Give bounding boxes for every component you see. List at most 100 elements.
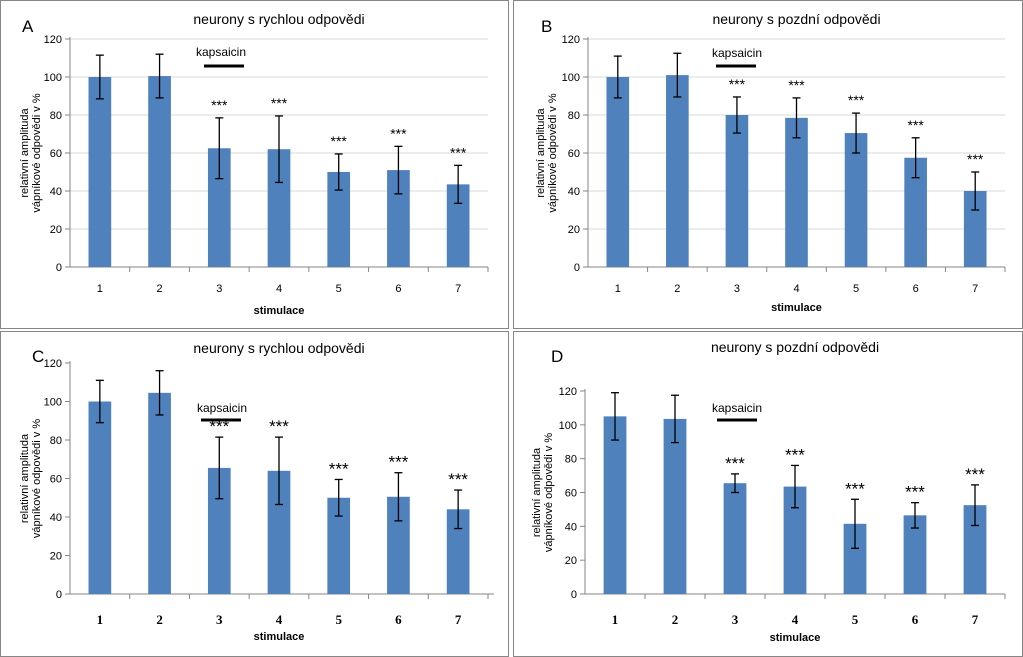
- bar-1: [606, 77, 630, 267]
- x-tick-label: 5: [336, 283, 342, 295]
- y-tick-label: 120: [562, 34, 580, 46]
- bar-5: [844, 133, 868, 267]
- x-tick-label: 2: [674, 283, 680, 295]
- x-tick-label: 7: [455, 283, 461, 295]
- x-tick-label: 1: [97, 283, 103, 295]
- panel-border: [513, 0, 1023, 329]
- significance-stars: ***: [907, 117, 924, 133]
- chart-title: neurony s pozdní odpovědi: [711, 339, 879, 355]
- x-tick-label: 7: [455, 612, 462, 627]
- x-tick-label: 2: [672, 612, 679, 627]
- bar-7: [963, 191, 987, 267]
- bar-4: [267, 149, 291, 267]
- y-tick-label: 120: [44, 34, 62, 46]
- x-tick-label: 3: [216, 612, 223, 627]
- bar-1: [603, 416, 627, 594]
- significance-stars: ***: [785, 445, 805, 464]
- significance-stars: ***: [848, 92, 865, 108]
- bar-3: [725, 115, 749, 267]
- y-axis-label-line1: relativní amplituda: [19, 433, 31, 523]
- significance-stars: ***: [329, 459, 349, 478]
- y-tick-label: 40: [50, 186, 62, 198]
- bar-2: [148, 392, 171, 594]
- y-tick-label: 100: [44, 72, 62, 84]
- kapsaicin-label: kapsaicin: [712, 46, 762, 60]
- y-tick-label: 20: [568, 224, 580, 236]
- x-tick-label: 6: [395, 612, 402, 627]
- x-tick-label: 4: [792, 612, 799, 627]
- y-axis-label: relativní amplituda vápníkové odpovědi v …: [531, 433, 555, 552]
- chart-title: neurony s rychlou odpovědi: [193, 11, 364, 27]
- x-tick-label: 4: [276, 612, 283, 627]
- significance-stars: ***: [967, 151, 984, 167]
- x-tick-label: 1: [615, 283, 621, 295]
- x-tick-label: 7: [972, 283, 978, 295]
- significance-stars: ***: [788, 77, 805, 93]
- bar-5: [327, 172, 351, 267]
- x-tick-label: 2: [157, 283, 163, 295]
- significance-stars: ***: [965, 465, 985, 484]
- bar-7: [446, 509, 470, 594]
- y-axis-label-line2: vápníkové odpovědi v %: [31, 419, 43, 538]
- y-tick-label: 60: [565, 488, 577, 500]
- y-tick-label: 40: [568, 186, 580, 198]
- y-axis-label-line1: relativní amplituda: [19, 107, 31, 197]
- y-tick-label: 80: [568, 110, 580, 122]
- chart-title: neurony s rychlou odpovědi: [193, 340, 364, 356]
- panel-border: [513, 331, 1023, 657]
- y-tick-label: 40: [565, 521, 577, 533]
- significance-stars: ***: [450, 144, 467, 160]
- y-tick-label: 0: [574, 262, 580, 274]
- bar-3: [207, 148, 231, 267]
- kapsaicin-label: kapsaicin: [712, 401, 762, 415]
- bar-6: [387, 170, 410, 267]
- x-tick-label: 1: [97, 612, 104, 627]
- y-tick-label: 20: [50, 224, 62, 236]
- x-tick-label: 3: [732, 612, 739, 627]
- y-tick-label: 80: [565, 454, 577, 466]
- x-tick-label: 6: [395, 283, 401, 295]
- significance-stars: ***: [331, 133, 348, 149]
- bar-6: [903, 515, 927, 594]
- y-tick-label: 60: [568, 148, 580, 160]
- significance-stars: ***: [211, 97, 228, 113]
- y-axis-label-line2: vápníkové odpovědi v %: [31, 93, 43, 212]
- bar-2: [148, 76, 171, 267]
- x-tick-label: 5: [853, 283, 859, 295]
- bar-6: [904, 157, 927, 267]
- significance-stars: ***: [905, 483, 925, 502]
- x-tick-label: 6: [913, 283, 919, 295]
- bar-1: [88, 401, 112, 594]
- bar-7: [963, 505, 987, 594]
- y-tick-label: 20: [565, 555, 577, 567]
- y-tick-label: 120: [559, 386, 577, 398]
- significance-stars: ***: [729, 76, 746, 92]
- x-tick-label: 3: [216, 283, 222, 295]
- significance-stars: ***: [725, 454, 745, 473]
- kapsaicin-label: kapsaicin: [197, 401, 247, 415]
- x-tick-label: 4: [793, 283, 799, 295]
- bar-5: [843, 523, 867, 594]
- significance-stars: ***: [388, 453, 408, 472]
- x-tick-label: 3: [734, 283, 740, 295]
- x-axis-label: stimulace: [254, 631, 305, 643]
- bar-1: [88, 77, 112, 267]
- y-tick-label: 0: [56, 262, 62, 274]
- x-tick-label: 4: [276, 283, 282, 295]
- y-axis-label: relativní amplituda vápníkové odpovědi v …: [19, 419, 43, 538]
- significance-stars: ***: [269, 417, 289, 436]
- chart-title: neurony s pozdní odpovědi: [712, 11, 880, 27]
- y-tick-label: 60: [50, 148, 62, 160]
- x-axis-label: stimulace: [254, 305, 305, 317]
- panel-border: [0, 331, 509, 657]
- panel-letter: D: [551, 347, 563, 366]
- y-axis-label: relativní amplituda vápníkové odpovědi v …: [535, 93, 559, 212]
- x-axis-label: stimulace: [771, 302, 822, 314]
- y-axis-label-line1: relativní amplituda: [531, 447, 543, 537]
- bar-6: [387, 496, 410, 594]
- bar-2: [666, 75, 689, 267]
- y-tick-label: 0: [571, 589, 577, 601]
